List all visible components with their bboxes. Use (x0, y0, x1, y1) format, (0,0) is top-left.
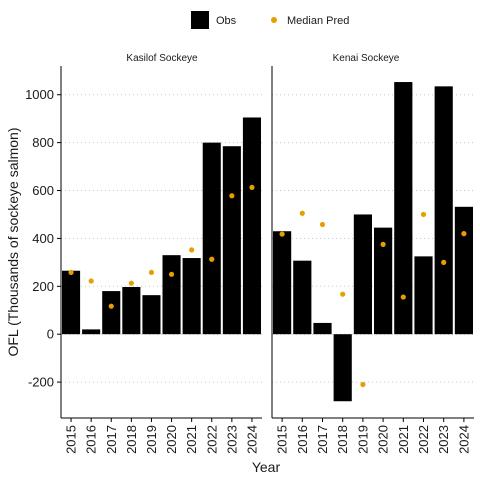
bar-obs (414, 256, 433, 335)
bar-obs (353, 214, 372, 335)
x-tick-label: 2019 (355, 425, 370, 454)
point-median-pred (299, 210, 305, 216)
legend-median-pred-label: Median Pred (287, 15, 349, 27)
y-tick-label: 0 (47, 327, 54, 342)
bar-obs (122, 287, 141, 335)
x-tick-label: 2016 (84, 425, 99, 454)
y-tick-label: 200 (32, 279, 54, 294)
point-median-pred (420, 211, 427, 218)
bar-obs (182, 258, 201, 335)
point-median-pred (360, 381, 366, 388)
point-median-pred (249, 184, 255, 191)
x-tick-label: 2020 (164, 425, 179, 454)
bar-obs (374, 227, 393, 335)
legend-median-pred-swatch (271, 17, 277, 23)
bar-obs (102, 291, 121, 335)
y-tick-label: 600 (32, 183, 54, 198)
bar-obs (142, 295, 161, 335)
x-tick-label: 2024 (244, 425, 259, 454)
bar-obs (273, 231, 292, 335)
panel-kenai (273, 82, 473, 402)
y-tick-label: 400 (32, 231, 54, 246)
panel-kasilof (62, 117, 261, 335)
bar-obs (394, 82, 413, 335)
point-median-pred (319, 221, 326, 228)
panel-title-kasilof: Kasilof Sockeye (126, 53, 198, 64)
x-tick-label: 2015 (64, 425, 79, 454)
point-median-pred (461, 231, 467, 237)
bar-obs (333, 334, 352, 402)
point-median-pred (209, 256, 215, 262)
x-tick-label: 2023 (436, 425, 451, 454)
x-tick-label: 2021 (184, 425, 199, 454)
legend-obs-label: Obs (216, 15, 237, 27)
point-median-pred (229, 193, 235, 199)
x-tick-label: 2019 (144, 425, 159, 454)
point-median-pred (168, 271, 175, 277)
x-tick-label: 2018 (124, 425, 139, 454)
bar-obs (293, 260, 312, 335)
y-tick-label: -200 (28, 375, 54, 390)
x-tick-label: 2023 (224, 425, 239, 454)
point-median-pred (148, 269, 155, 276)
bar-obs (434, 86, 453, 335)
bar-obs (62, 270, 81, 335)
axes (60, 66, 474, 419)
x-tick-label: 2017 (315, 425, 330, 454)
point-median-pred (128, 280, 134, 286)
point-median-pred (441, 259, 447, 265)
x-axis-ticks: 2015 2016 2017 2018 2019 2020 2021 2022 2023 2024… (64, 418, 471, 454)
x-tick-label: 2024 (456, 425, 471, 454)
legend: Obs Median Pred (191, 11, 349, 29)
x-tick-label: 2022 (204, 425, 219, 454)
bar-obs (162, 255, 181, 335)
x-tick-label: 2021 (396, 425, 411, 454)
x-tick-label: 2020 (376, 425, 391, 454)
point-median-pred (400, 294, 406, 300)
point-median-pred (380, 241, 386, 247)
point-median-pred (88, 278, 94, 284)
x-tick-label: 2018 (335, 425, 350, 454)
y-tick-label: 1000 (25, 87, 54, 102)
y-tick-label: 800 (32, 135, 54, 150)
point-median-pred (279, 231, 285, 237)
x-axis-title: Year (252, 459, 281, 475)
bar-obs (313, 322, 332, 335)
bar-obs (202, 142, 221, 335)
point-median-pred (108, 303, 114, 309)
x-tick-label: 2016 (295, 425, 310, 454)
x-tick-label: 2015 (275, 425, 290, 454)
point-median-pred (340, 291, 346, 297)
bar-obs (222, 146, 241, 335)
legend-obs-swatch (191, 11, 209, 29)
x-tick-label: 2017 (104, 425, 119, 454)
x-tick-label: 2022 (416, 425, 431, 454)
y-axis-ticks: -200 0 200 400 600 800 1000 (25, 87, 61, 390)
point-median-pred (189, 247, 195, 253)
panel-title-kenai: Kenai Sockeye (333, 53, 400, 64)
bar-obs (242, 117, 261, 335)
point-median-pred (68, 269, 74, 276)
bar-obs (454, 206, 473, 335)
y-axis-title: OFL (Thousands of sockeye salmon) (5, 127, 21, 356)
bar-obs (82, 329, 101, 335)
